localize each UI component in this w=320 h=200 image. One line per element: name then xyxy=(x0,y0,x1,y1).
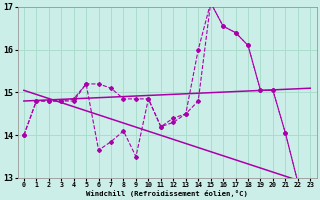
X-axis label: Windchill (Refroidissement éolien,°C): Windchill (Refroidissement éolien,°C) xyxy=(86,190,248,197)
